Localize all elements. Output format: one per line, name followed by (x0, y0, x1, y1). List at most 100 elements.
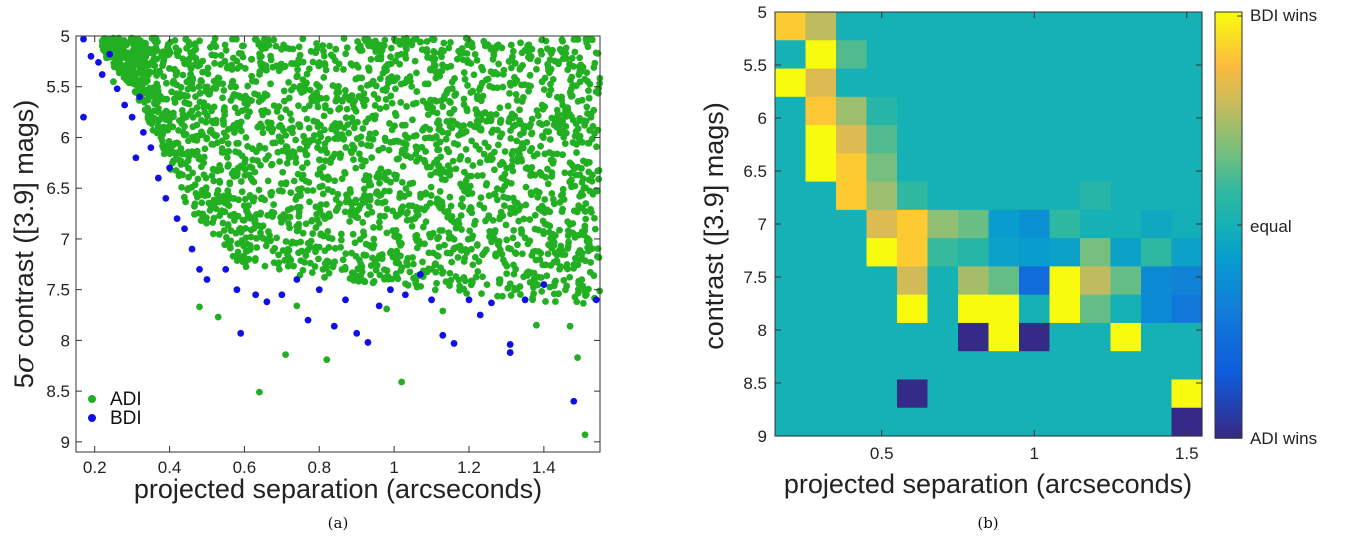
adi-point (443, 63, 451, 71)
adi-point (528, 170, 536, 178)
adi-point (294, 72, 301, 80)
heatmap-cell (1019, 125, 1051, 154)
bdi-point (401, 291, 409, 299)
adi-point (483, 156, 491, 164)
colorbar-segment (1215, 100, 1242, 106)
adi-point (427, 183, 435, 191)
adi-point (444, 129, 452, 137)
adi-point (288, 116, 295, 124)
adi-point (214, 186, 222, 194)
adi-point (532, 321, 540, 329)
adi-point (526, 147, 534, 155)
adi-point (528, 129, 536, 137)
heatmap-cell (1110, 125, 1142, 154)
heatmap-cell (805, 294, 837, 324)
adi-point (159, 62, 166, 70)
adi-point (503, 236, 511, 244)
colorbar-segment (1215, 367, 1242, 372)
heatmap-cell (1080, 209, 1112, 239)
adi-point (437, 170, 444, 178)
adi-point (515, 206, 523, 214)
adi-point (226, 243, 234, 250)
heatmap-cell (1080, 238, 1112, 267)
adi-point (575, 231, 583, 239)
adi-point (326, 42, 333, 50)
adi-point (463, 289, 471, 297)
heatmap-cell (958, 266, 990, 296)
adi-point (397, 99, 405, 106)
adi-point (208, 51, 216, 59)
adi-point (507, 210, 514, 218)
adi-point (179, 129, 187, 136)
adi-point (443, 87, 451, 95)
heatmap-cell (897, 96, 929, 126)
adi-point (583, 103, 591, 111)
adi-point (402, 141, 410, 148)
adi-point (343, 105, 351, 113)
adi-point (361, 278, 369, 286)
adi-point (371, 102, 379, 109)
y-tick-label: 5 (758, 3, 767, 22)
colorbar-segment (1215, 349, 1242, 354)
colorbar-segment (1215, 260, 1242, 265)
adi-point (428, 35, 436, 43)
heatmap-cell (1049, 238, 1081, 267)
adi-point (468, 245, 475, 253)
colorbar-segment (1215, 29, 1242, 35)
heatmap-cell (1049, 407, 1081, 437)
adi-point (413, 146, 421, 154)
adi-point (357, 84, 365, 92)
heatmap-cell (1049, 12, 1081, 41)
adi-point (208, 172, 216, 180)
adi-point (575, 202, 583, 210)
adi-point (344, 121, 352, 129)
heatmap-cell (805, 40, 837, 70)
heatmap-cell (1110, 266, 1142, 296)
heatmap-cell (1080, 351, 1112, 381)
adi-point (410, 260, 417, 268)
bdi-point (540, 281, 548, 288)
adi-point (595, 254, 603, 261)
bdi-point (416, 271, 424, 278)
adi-point (471, 50, 479, 58)
adi-point (264, 118, 272, 126)
adi-point (336, 104, 344, 112)
scatter-legend: ADI BDI (88, 389, 142, 429)
heatmap-cell (866, 153, 898, 183)
adi-point (154, 122, 162, 130)
adi-point (350, 144, 358, 152)
heatmap-cell (927, 68, 959, 98)
adi-point (130, 80, 138, 88)
adi-point (499, 83, 507, 91)
adi-point (335, 60, 343, 68)
adi-point (362, 118, 370, 126)
adi-point (586, 126, 593, 134)
adi-point (327, 51, 335, 59)
adi-point (323, 200, 330, 208)
adi-point (440, 39, 448, 47)
adi-point (512, 90, 520, 98)
heatmap-cell (805, 209, 837, 239)
heatmap-cell (897, 351, 929, 381)
adi-point (469, 162, 477, 169)
adi-point (187, 63, 195, 71)
adi-point (359, 125, 367, 132)
adi-point (160, 73, 168, 80)
adi-point (192, 45, 200, 53)
colorbar-segment (1215, 83, 1242, 88)
adi-point (585, 87, 592, 95)
adi-point (479, 273, 486, 281)
bdi-point (139, 128, 147, 136)
adi-point (454, 141, 462, 149)
adi-point (298, 89, 305, 96)
heatmap-cell (1110, 351, 1142, 381)
adi-point (523, 138, 531, 146)
adi-point (257, 52, 265, 60)
adi-point (397, 241, 404, 249)
adi-point (178, 183, 185, 191)
heatmap-cell (1049, 322, 1081, 352)
adi-point (550, 239, 558, 246)
adi-point (584, 78, 592, 85)
adi-point (280, 87, 288, 95)
colorbar-segment (1215, 12, 1242, 17)
